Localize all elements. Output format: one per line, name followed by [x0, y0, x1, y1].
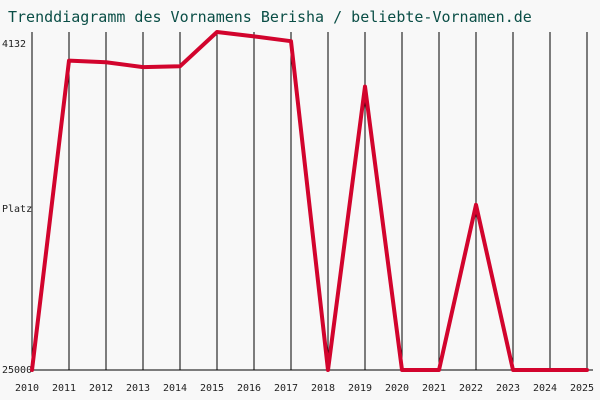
x-tick-label: 2024 [533, 383, 557, 394]
series-line [30, 30, 589, 372]
vertical-grid [68, 32, 588, 370]
x-tick-label: 2013 [126, 383, 150, 394]
x-tick-label: 2021 [422, 383, 446, 394]
x-tick-label: 2016 [237, 383, 261, 394]
axes [31, 32, 593, 371]
x-axis-tick-labels: 2010 2011 2012 2013 2014 2015 2016 2017 2018 2019… [15, 383, 594, 394]
x-tick-label: 2025 [570, 383, 594, 394]
x-tick-label: 2018 [311, 383, 335, 394]
x-tick-label: 2019 [348, 383, 372, 394]
x-tick-label: 2023 [496, 383, 520, 394]
y-top-label: 4132 [2, 39, 26, 50]
y-bottom-label: 25000 [2, 365, 32, 376]
x-tick-label: 2014 [163, 383, 187, 394]
x-tick-label: 2017 [274, 383, 298, 394]
chart-title: Trenddiagramm des Vornamens Berisha / be… [8, 8, 532, 26]
y-axis-label: Platz [2, 204, 32, 215]
x-tick-label: 2010 [15, 383, 39, 394]
x-tick-label: 2011 [52, 383, 76, 394]
x-tick-label: 2015 [200, 383, 224, 394]
x-tick-label: 2012 [89, 383, 113, 394]
y-axis-labels: 4132 Platz 25000 [2, 39, 32, 376]
series-layer [30, 30, 589, 372]
x-tick-label: 2022 [459, 383, 483, 394]
x-tick-label: 2020 [385, 383, 409, 394]
